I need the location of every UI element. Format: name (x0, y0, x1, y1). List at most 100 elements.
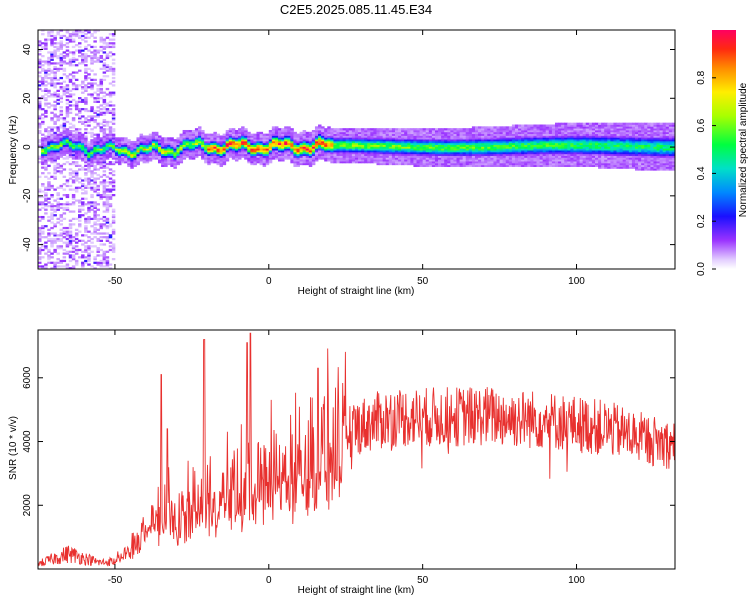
spectrogram-cell (99, 217, 104, 221)
spectrogram-cell (68, 51, 73, 54)
spectrogram-cell (542, 161, 547, 164)
spectrogram-cell (41, 151, 45, 155)
spectrogram-cell (348, 150, 353, 153)
spectrogram-cell (564, 150, 568, 153)
spectrogram-cell (111, 179, 116, 182)
spectrogram-cell (87, 157, 91, 160)
spectrogram-cell (496, 148, 500, 151)
spectrogram-cell (207, 159, 211, 162)
spectrogram-cell (625, 135, 630, 138)
spectrogram-cell (622, 126, 627, 129)
spectrogram-cell (188, 153, 193, 156)
spectrogram-cell (551, 128, 556, 131)
spectrogram-cell (118, 146, 122, 149)
spectrogram-cell (87, 159, 91, 162)
spectrogram-cell (290, 139, 294, 142)
spectrogram-cell (96, 192, 100, 195)
spectrogram-cell (391, 150, 396, 153)
spectrogram-cell (444, 146, 448, 149)
spectrogram-cell (225, 131, 230, 135)
spectrogram-cell (296, 161, 300, 164)
spectrogram-cell (59, 62, 64, 65)
spectrogram-cell (287, 144, 291, 147)
spectrogram-cell (102, 148, 107, 151)
spectrogram-cell (44, 44, 48, 47)
spectrogram-cell (228, 142, 233, 146)
spectrogram-cell (179, 151, 184, 155)
spectrogram-cell (434, 137, 439, 140)
spectrogram-cell (278, 135, 282, 138)
spectrogram-cell (44, 199, 48, 202)
spectrogram-cell (518, 153, 522, 156)
spectrogram-cell (158, 148, 162, 151)
spectrogram-cell (358, 153, 362, 156)
spectrogram-cell (438, 153, 442, 156)
spectrogram-cell (191, 155, 196, 158)
spectrogram-cell (441, 135, 445, 138)
spectrogram-cell (111, 150, 116, 153)
spectrogram-cell (84, 184, 88, 188)
spectrogram-cell (404, 140, 408, 144)
spectrogram-cell (56, 82, 60, 85)
spectrogram-cell (628, 142, 633, 146)
spectrogram-cell (281, 159, 285, 162)
spectrogram-cell (588, 146, 593, 149)
spectrogram-cell (308, 131, 313, 135)
spectrogram-cell (108, 248, 113, 252)
spectrogram-cell (182, 133, 187, 136)
spectrogram-cell (385, 146, 390, 149)
spectrogram-cell (585, 139, 590, 142)
spectrogram-cell (527, 137, 531, 140)
spectrogram-cell (564, 144, 568, 147)
spectrogram-cell (204, 151, 208, 155)
spectrogram-cell (619, 133, 624, 136)
spectrogram-cell (259, 139, 264, 142)
spectrogram-cell (44, 89, 48, 92)
spectrogram-cell (613, 157, 617, 160)
spectrogram-cell (521, 150, 525, 153)
spectrogram-cell (490, 155, 494, 158)
spectrogram-cell (391, 148, 396, 151)
spectrogram-cell (108, 129, 113, 133)
spectrogram-cell (268, 140, 273, 144)
spectrogram-cell (234, 137, 239, 140)
spectrogram-cell (127, 140, 131, 144)
spectrogram-cell (84, 248, 88, 252)
spectrogram-cell (428, 151, 433, 155)
spectrogram-cell (542, 159, 547, 162)
spectrogram-cell (74, 153, 79, 156)
spectrogram-cell (425, 135, 430, 138)
spectrogram-cell (330, 146, 334, 149)
spectrogram-cell (441, 162, 445, 166)
spectrogram-cell (398, 142, 402, 146)
spectrogram-cell (487, 133, 491, 136)
spectrogram-cell (598, 151, 602, 155)
spectrogram-cell (564, 148, 568, 151)
spectrogram-cell (518, 151, 522, 155)
spectrogram-cell (84, 150, 88, 153)
spectrogram-cell (521, 161, 525, 164)
spectrogram-cell (484, 146, 488, 149)
spectrogram-cell (616, 155, 621, 158)
spectrogram-cell (354, 140, 359, 144)
spectrogram-cell (111, 34, 116, 38)
spectrogram-cell (567, 140, 571, 144)
spectrogram-cell (394, 150, 399, 153)
spectrogram-cell (548, 142, 553, 146)
spectrogram-cell (416, 139, 420, 142)
spectrogram-cell (551, 150, 556, 153)
spectrogram-cell (62, 135, 67, 138)
spectrogram-cell (38, 234, 42, 237)
spectrogram-cell (425, 128, 430, 131)
spectrogram-cell (416, 144, 420, 147)
spectrogram-cell (68, 236, 73, 239)
spectrogram-cell (619, 128, 624, 131)
spectrogram-cell (434, 128, 439, 131)
spectrogram-cell (59, 153, 64, 156)
spectrogram-cell (527, 151, 531, 155)
spectrogram-cell (524, 129, 528, 133)
spectrogram-cell (228, 140, 233, 144)
spectrogram-cell (151, 137, 156, 140)
spectrogram-cell (108, 155, 113, 158)
spectrogram-cell (478, 146, 482, 149)
